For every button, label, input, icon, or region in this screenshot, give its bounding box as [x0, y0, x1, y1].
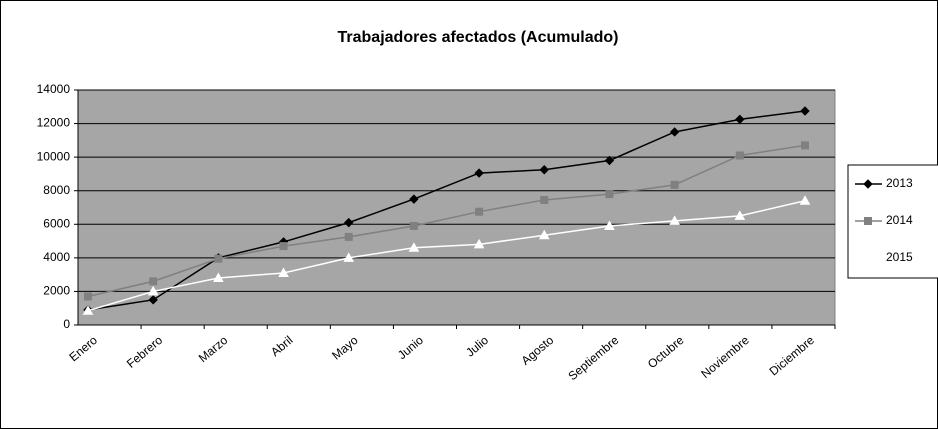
point — [84, 292, 92, 301]
point — [344, 217, 354, 228]
point — [344, 232, 353, 241]
y-tick-label: 8000 — [43, 183, 70, 197]
series-line — [87, 200, 806, 312]
point — [605, 190, 614, 199]
point — [734, 210, 746, 220]
legend-label: 2014 — [886, 213, 913, 227]
point — [735, 151, 744, 160]
point — [408, 242, 420, 252]
chart-title: Trabajadores afectados (Acumulado) — [338, 29, 619, 46]
legend-label: 2015 — [886, 250, 913, 264]
point — [475, 207, 484, 216]
point — [735, 114, 745, 125]
point — [82, 305, 94, 315]
y-tick-label: 0 — [63, 317, 70, 331]
point — [214, 254, 223, 263]
legend-marker — [863, 179, 873, 189]
series-line — [87, 144, 806, 298]
point — [540, 195, 549, 204]
point — [801, 141, 809, 150]
point — [213, 272, 224, 282]
plot-area — [77, 89, 836, 326]
point — [669, 127, 680, 137]
point — [473, 238, 485, 249]
y-tick-label: 2000 — [43, 284, 70, 298]
point — [474, 168, 484, 178]
legend-marker — [864, 217, 872, 225]
y-tick-label: 10000 — [37, 149, 71, 163]
y-tick-label: 12000 — [37, 116, 71, 130]
point — [604, 220, 615, 230]
point — [538, 229, 550, 240]
point — [279, 242, 288, 251]
series-line — [87, 110, 806, 311]
y-tick-label: 4000 — [43, 250, 70, 264]
point — [409, 221, 418, 230]
point — [670, 180, 679, 189]
point — [149, 277, 158, 286]
point — [539, 165, 549, 175]
point — [669, 215, 680, 225]
point — [147, 285, 159, 296]
point — [409, 194, 419, 204]
legend-label: 2013 — [886, 176, 913, 190]
point — [278, 267, 289, 277]
point — [604, 155, 615, 166]
point — [799, 195, 811, 205]
y-tick-label: 6000 — [43, 216, 70, 230]
legend-marker — [862, 252, 874, 262]
point — [800, 106, 810, 116]
point — [343, 252, 355, 262]
y-tick-label: 14000 — [37, 82, 71, 96]
point — [148, 295, 158, 305]
